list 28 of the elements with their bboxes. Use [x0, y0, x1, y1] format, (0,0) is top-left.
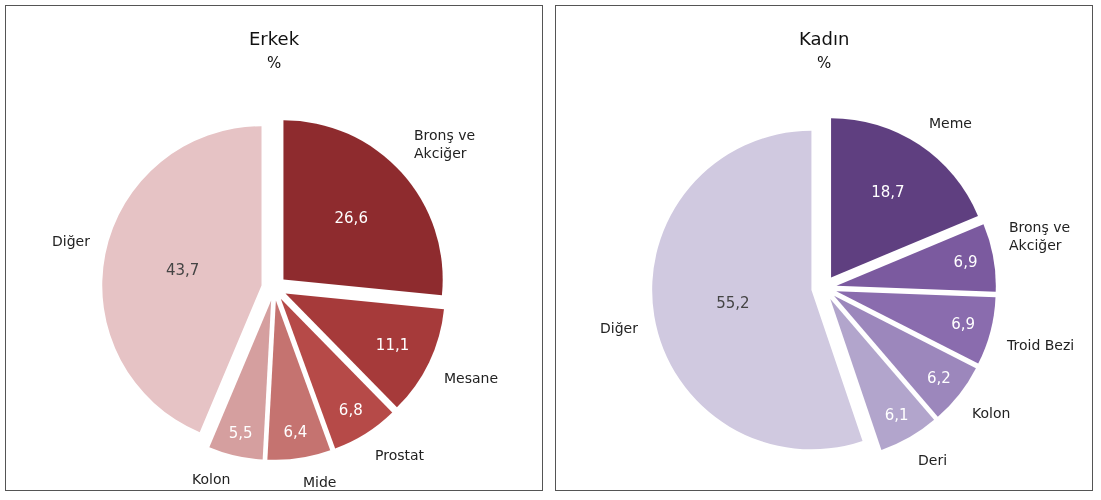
chart-title: Kadın [799, 28, 850, 49]
slice-label: Meme [929, 115, 972, 131]
data-label: 6,8 [338, 401, 363, 420]
data-label: 5,5 [228, 423, 253, 442]
slice-label: Prostat [375, 447, 425, 463]
data-label: 6,2 [927, 369, 951, 388]
data-label: 18,7 [871, 183, 905, 202]
slice-label: Mesane [444, 370, 499, 386]
data-label: 26,6 [334, 209, 368, 228]
chart-title: Erkek [249, 28, 300, 49]
slice-label: Troid Bezi [1006, 337, 1075, 353]
slice-label: Bronş ve Akciğer [414, 127, 476, 162]
slice-label: Deri [918, 452, 948, 468]
slice-label: Mide [303, 474, 337, 490]
data-label: 55,2 [716, 294, 750, 313]
slice-label: Kolon [192, 471, 231, 487]
data-label: 6,9 [953, 253, 978, 272]
data-label: 6,4 [283, 422, 308, 441]
slice-label: Bronş ve Akciğer [1009, 219, 1071, 254]
data-label: 6,9 [951, 315, 976, 334]
data-label: 11,1 [375, 335, 410, 354]
slice-label: Diğer [600, 320, 639, 336]
chart-subtitle: % [266, 54, 282, 73]
data-label: 6,1 [884, 406, 909, 425]
slice-label: Kolon [972, 405, 1011, 421]
slice-label: Diğer [52, 233, 91, 249]
chart-subtitle: % [817, 54, 832, 73]
data-label: 43,7 [165, 260, 200, 279]
